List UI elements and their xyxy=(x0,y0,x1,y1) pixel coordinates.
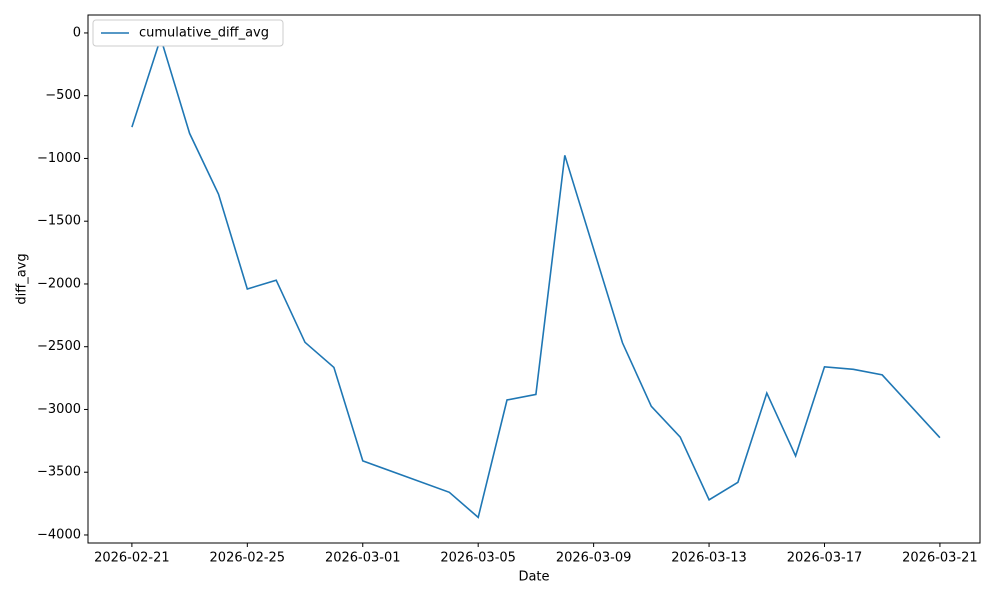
x-tick-label: 2026-02-25 xyxy=(210,551,286,566)
y-tick-label: −2500 xyxy=(37,339,81,354)
y-tick-label: 0 xyxy=(73,25,81,40)
x-axis-label: Date xyxy=(518,570,549,585)
legend-label: cumulative_diff_avg xyxy=(139,26,269,41)
y-tick-label: −3000 xyxy=(37,402,81,417)
y-axis-label: diff_avg xyxy=(15,253,30,304)
plot-frame xyxy=(87,14,981,544)
x-tick-label: 2026-03-21 xyxy=(902,551,978,566)
y-tick-label: −500 xyxy=(45,88,81,103)
x-tick-label: 2026-03-01 xyxy=(325,551,401,566)
y-tick-label: −2000 xyxy=(37,276,81,291)
y-tick-label: −1500 xyxy=(37,214,81,229)
x-tick-label: 2026-03-13 xyxy=(671,551,747,566)
x-tick-label: 2026-03-17 xyxy=(787,551,863,566)
y-tick-label: −4000 xyxy=(37,527,81,542)
x-tick-label: 2026-02-21 xyxy=(94,551,170,566)
x-tick-label: 2026-03-09 xyxy=(556,551,632,566)
data-line xyxy=(131,35,941,519)
legend-box xyxy=(92,19,284,47)
y-tick-label: −3500 xyxy=(37,465,81,480)
y-tick-label: −1000 xyxy=(37,151,81,166)
x-tick-label: 2026-03-05 xyxy=(440,551,516,566)
